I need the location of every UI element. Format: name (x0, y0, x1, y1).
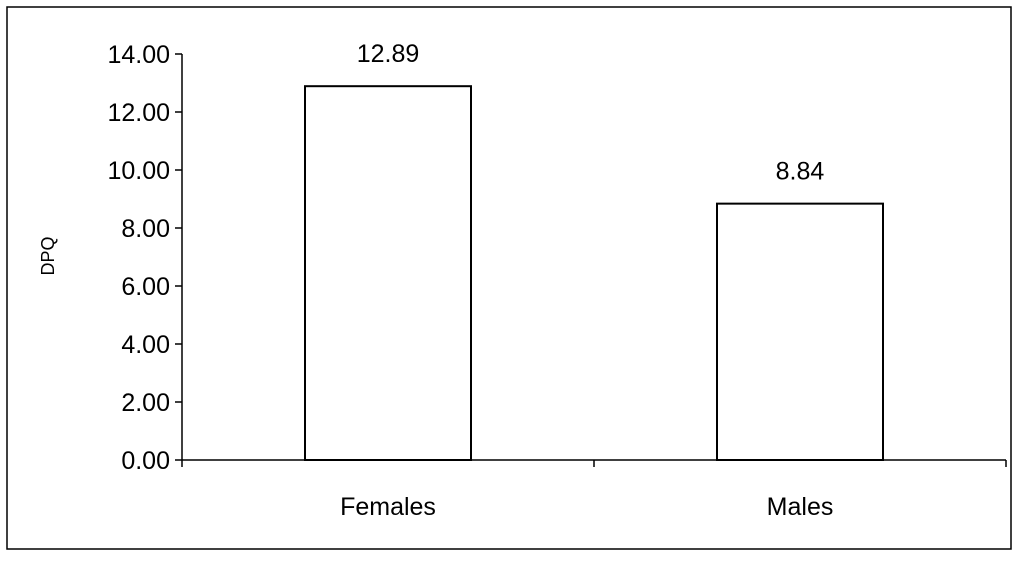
bar-females (304, 85, 472, 461)
y-tick-label: 4.00 (121, 331, 170, 359)
y-tick-label: 8.00 (121, 215, 170, 243)
data-label-males: 8.84 (776, 158, 825, 186)
category-label-males: Males (767, 493, 834, 521)
y-tick-label: 10.00 (107, 157, 170, 185)
data-labels: 12.89 8.84 (357, 40, 825, 185)
data-label-females: 12.89 (357, 40, 420, 68)
y-tick-label: 0.00 (121, 447, 170, 475)
category-labels: Females Males (340, 493, 833, 521)
y-tick-label: 6.00 (121, 273, 170, 301)
bars (304, 85, 884, 461)
y-axis-title: DPQ (38, 236, 58, 275)
bar-males (716, 202, 884, 461)
y-ticks: 0.00 2.00 4.00 6.00 8.00 10.00 12.00 14.00 (107, 41, 182, 475)
category-label-females: Females (340, 493, 436, 521)
y-tick-label: 14.00 (107, 41, 170, 69)
y-tick-label: 2.00 (121, 389, 170, 417)
y-tick-label: 12.00 (107, 99, 170, 127)
